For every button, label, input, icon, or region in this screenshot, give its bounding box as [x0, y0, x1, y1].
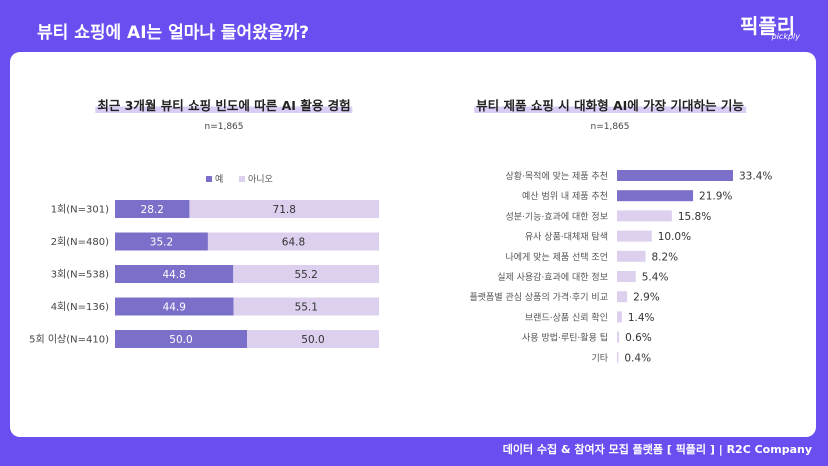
- data-label-yes: 50.0: [169, 334, 192, 346]
- bar-yes: [115, 232, 208, 251]
- data-label: 8.2%: [651, 251, 678, 263]
- legend-swatch-yes: [206, 176, 212, 182]
- data-label-no: 55.2: [294, 269, 317, 281]
- bar-no: [189, 200, 379, 218]
- data-label: 21.9%: [699, 191, 732, 203]
- data-label-no: 50.0: [301, 334, 324, 346]
- legend-swatch-no: [239, 176, 245, 182]
- bar-no: [207, 232, 379, 251]
- brand-logo: 픽플리 pickply: [740, 10, 800, 46]
- category-label: 유사 상품·대체재 탐색: [525, 231, 608, 243]
- data-label: 33.4%: [739, 171, 772, 183]
- bar: [617, 311, 622, 323]
- bar-yes: [115, 200, 190, 218]
- legend-label-yes: 예: [215, 174, 223, 185]
- category-label: 예산 범위 내 제품 추천: [522, 191, 608, 202]
- data-label: 10.0%: [658, 231, 691, 243]
- bar: [617, 351, 619, 363]
- category-label: 성분·기능·효과에 대한 정보: [505, 211, 608, 222]
- bar: [617, 250, 646, 262]
- category-label: 상황·목적에 맞는 제품 추천: [505, 170, 608, 182]
- category-label: 사용 방법·루틴·활용 팁: [522, 332, 608, 344]
- bar-yes: [115, 265, 234, 283]
- bar: [617, 271, 636, 282]
- legend-label-no: 아니오: [248, 174, 273, 185]
- right-chart-sample-size: n=1,865: [590, 122, 630, 132]
- bar-no: [233, 265, 379, 283]
- bar-yes: [115, 330, 247, 348]
- category-label: 기타: [591, 353, 608, 364]
- category-label: 2회(N=480): [51, 236, 109, 248]
- bar: [617, 190, 694, 202]
- category-label: 5회 이상(N=410): [29, 334, 109, 346]
- page-title: 뷰티 쇼핑에 AI는 얼마나 들어왔을까?: [37, 23, 309, 43]
- category-label: 브랜드·상품 신뢰 확인: [525, 311, 608, 323]
- logo-sub-text: pickply: [771, 32, 800, 41]
- bar-no: [247, 330, 379, 348]
- data-label-no: 55.1: [295, 302, 318, 314]
- left-chart-title-text: 최근 3개월 뷰티 쇼핑 빈도에 따른 AI 활용 경험: [95, 98, 353, 113]
- data-label: 1.4%: [628, 312, 655, 324]
- data-label-yes: 28.2: [141, 204, 164, 216]
- left-chart-sample-size: n=1,865: [204, 122, 244, 132]
- data-label-no: 71.8: [273, 204, 296, 216]
- data-label: 15.8%: [678, 211, 711, 223]
- bar: [617, 331, 620, 343]
- data-label-yes: 44.8: [162, 269, 185, 281]
- bar: [617, 291, 628, 303]
- bar: [617, 230, 652, 242]
- logo-main-text: 픽플리: [740, 14, 796, 38]
- left-chart-title: 최근 3개월 뷰티 쇼핑 빈도에 따른 AI 활용 경험: [95, 95, 353, 114]
- bar-no: [233, 297, 379, 316]
- category-label: 나에게 맞는 제품 선택 조언: [505, 251, 608, 263]
- bar: [617, 170, 733, 181]
- category-label: 3회(N=538): [51, 269, 109, 281]
- data-label-no: 64.8: [282, 237, 305, 249]
- left-stacked-bar-chart: 예 아니오 1회(N=301) 28.2 71.8 2회(N=480) 35.2 64.8 3회…: [29, 174, 379, 348]
- bar: [617, 210, 672, 222]
- bar-yes: [115, 297, 234, 316]
- data-label: 5.4%: [642, 272, 669, 284]
- data-label-yes: 35.2: [150, 237, 173, 249]
- data-label-yes: 44.9: [163, 302, 186, 314]
- data-label: 0.6%: [625, 332, 652, 344]
- right-bar-chart: 상황·목적에 맞는 제품 추천 33.4% 예산 범위 내 제품 추천 21.9% 성분…: [469, 170, 772, 364]
- category-label: 4회(N=136): [51, 301, 109, 313]
- data-label: 0.4%: [624, 352, 651, 364]
- footer-text: 데이터 수집 & 참여자 모집 플랫폼 [ 픽플리 ] | R2C Compan…: [502, 443, 812, 456]
- category-label: 실제 사용감·효과에 대한 정보: [497, 271, 608, 283]
- category-label: 1회(N=301): [51, 204, 109, 216]
- data-label: 2.9%: [633, 292, 660, 304]
- right-chart-title: 뷰티 제품 쇼핑 시 대화형 AI에 가장 기대하는 기능: [474, 95, 746, 114]
- category-label: 플랫폼별 관심 상품의 가격·후기 비교: [469, 291, 608, 303]
- right-chart-title-text: 뷰티 제품 쇼핑 시 대화형 AI에 가장 기대하는 기능: [474, 98, 746, 113]
